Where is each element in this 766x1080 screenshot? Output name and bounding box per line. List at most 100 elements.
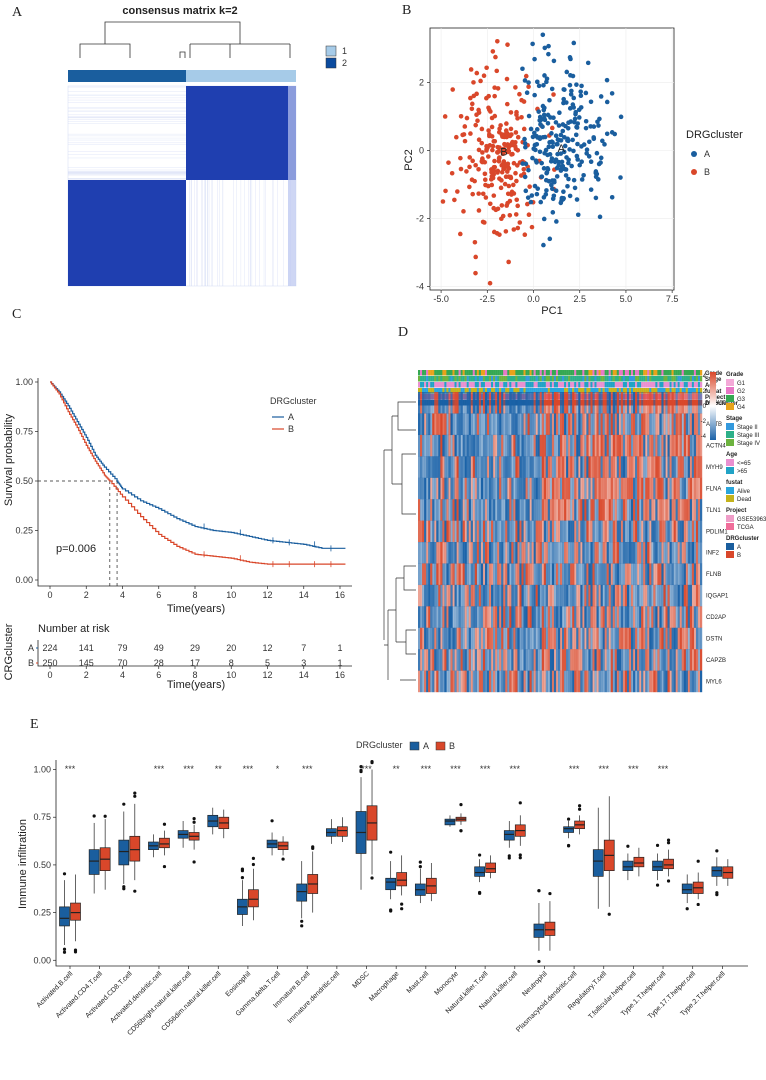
- heatmap-cell: [553, 477, 557, 500]
- annotation-cell: [592, 382, 595, 388]
- annotation-cell: [505, 376, 508, 382]
- heatmap-cell: [635, 456, 638, 478]
- risk-value-b: 8: [229, 658, 234, 668]
- heatmap-cell: [699, 649, 703, 671]
- heatmap-cell: [560, 584, 563, 607]
- heatmap-cell: [618, 520, 622, 543]
- heatmap-cell: [523, 606, 526, 628]
- legend-item-label: TCGA: [737, 525, 754, 531]
- heatmap-cell: [438, 434, 441, 457]
- heatmap-cell: [657, 499, 660, 521]
- pca-point-b: [468, 131, 473, 136]
- heatmap-cell: [428, 670, 431, 693]
- legend-item-label: G4: [737, 405, 746, 411]
- heatmap-cell: [454, 606, 457, 628]
- annotation-cell: [507, 376, 510, 382]
- annotation-cell: [580, 370, 583, 376]
- legend-item-label: G3: [737, 397, 746, 403]
- heatmap-cell: [562, 413, 565, 436]
- heatmap-cell: [578, 434, 581, 457]
- heatmap-cell: [505, 584, 508, 607]
- heatmap-cell: [541, 392, 544, 414]
- heatmap-cell: [497, 670, 500, 693]
- heatmap-cell: [578, 649, 581, 671]
- heatmap-cell: [663, 520, 666, 543]
- heatmap-cell: [572, 477, 575, 500]
- pca-point-a: [583, 118, 589, 124]
- annotation-cell: [434, 382, 437, 388]
- heatmap-cell: [511, 520, 514, 543]
- heatmap-cell: [620, 606, 624, 628]
- pca-point-b: [480, 150, 485, 155]
- heatmap-cell: [572, 413, 575, 436]
- heatmap-cell: [596, 649, 599, 671]
- annotation-cell: [505, 382, 508, 388]
- heatmap-cell: [555, 434, 559, 457]
- heatmap-cell: [677, 477, 680, 500]
- heatmap-cell: [505, 392, 508, 414]
- heatmap-cell: [509, 456, 512, 478]
- heatmap-cell: [460, 649, 463, 671]
- heatmap-cell: [667, 413, 670, 436]
- annotation-cell: [448, 388, 451, 394]
- pca-point-b: [508, 126, 514, 132]
- heatmap-cell: [525, 542, 528, 564]
- annotation-cell: [537, 382, 540, 388]
- pca-point-b: [505, 169, 510, 174]
- immune-box-a-box: [88, 849, 100, 875]
- pca-point-a: [561, 196, 566, 201]
- annotation-cell: [529, 388, 532, 394]
- annotation-cell: [527, 376, 530, 382]
- risk-table-title: Number at risk: [38, 623, 110, 635]
- heatmap-cell: [665, 627, 668, 650]
- heatmap-cell: [482, 499, 486, 521]
- immune-x-tick-label: Activated.dendritic.cell: [109, 970, 164, 1025]
- heatmap-cell: [624, 649, 628, 671]
- heatmap-cell: [620, 477, 624, 500]
- heatmap-cell: [618, 649, 622, 671]
- heatmap-cell: [651, 456, 654, 478]
- pca-point-a: [565, 138, 571, 144]
- annotation-cell: [699, 382, 703, 388]
- heatmap-cell: [535, 627, 538, 650]
- immune-x-tick-label: Macrophage: [368, 970, 401, 1003]
- heatmap-cell: [626, 434, 630, 457]
- annotation-cell: [489, 382, 492, 388]
- heatmap-cell: [454, 434, 457, 457]
- heatmap-cell: [594, 413, 597, 436]
- pca-point-b: [509, 152, 514, 157]
- heatmap-cell: [576, 434, 579, 457]
- heatmap-cell: [525, 413, 528, 436]
- heatmap-cell: [476, 649, 480, 671]
- heatmap-cell: [456, 456, 459, 478]
- immune-box-a-box: [711, 866, 723, 877]
- heatmap-cell: [596, 456, 599, 478]
- heatmap-cell: [679, 434, 682, 457]
- annotation-cell: [489, 388, 492, 394]
- heatmap-cell: [695, 413, 699, 436]
- heatmap-cell: [645, 434, 648, 457]
- heatmap-cell: [507, 456, 510, 478]
- pca-point-b: [467, 164, 472, 170]
- heatmap-cell: [641, 563, 644, 586]
- heatmap-cell: [635, 477, 638, 500]
- heatmap-cell: [618, 606, 622, 628]
- heatmap-cell: [545, 456, 549, 478]
- risk-x-tick-label: 8: [192, 670, 197, 680]
- heatmap-cell: [639, 434, 642, 457]
- km-legend-title: DRGcluster: [270, 396, 317, 406]
- heatmap-cell: [647, 520, 650, 543]
- annotation-cell: [651, 382, 654, 388]
- heatmap-cell: [689, 499, 693, 521]
- heatmap-cell: [531, 477, 534, 500]
- annotation-cell: [586, 376, 589, 382]
- heatmap-cell: [539, 563, 542, 586]
- annotation-cell: [645, 388, 648, 394]
- km-x-tick-label: 2: [84, 590, 89, 600]
- annotation-cell: [545, 376, 549, 382]
- heatmap-cell: [560, 477, 563, 500]
- annotation-cell: [478, 388, 482, 394]
- heatmap-cell: [507, 434, 510, 457]
- heatmap-cell: [687, 520, 691, 543]
- annotation-cell: [602, 388, 605, 394]
